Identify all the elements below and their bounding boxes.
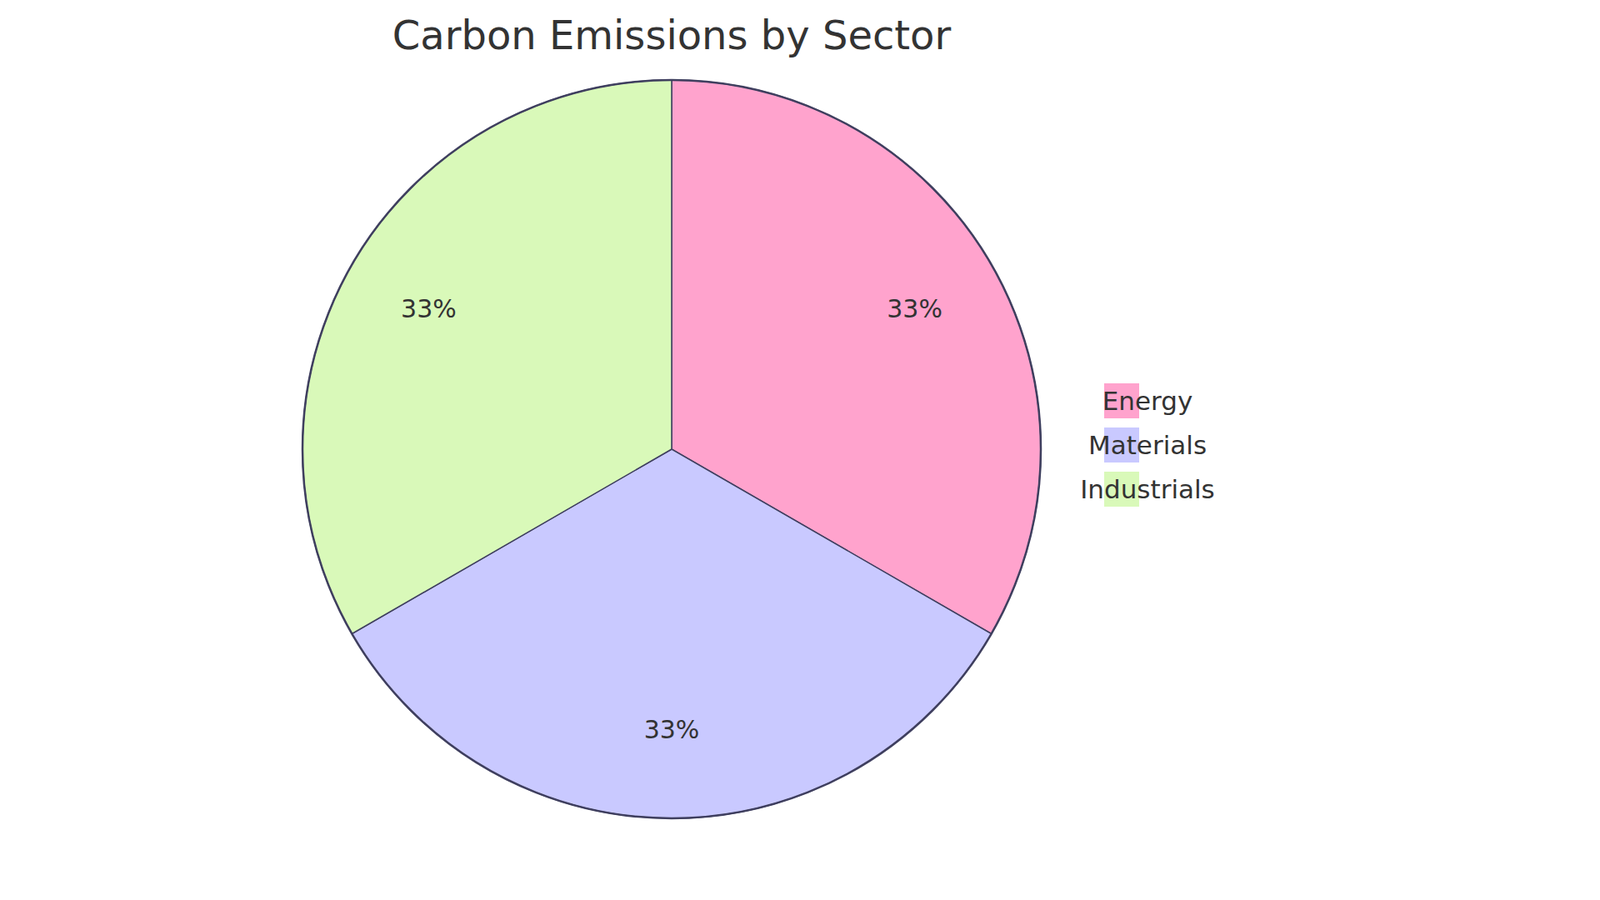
- svg-text:33%: 33%: [644, 715, 700, 745]
- svg-text:Industrials: Industrials: [1080, 474, 1215, 505]
- svg-text:Energy: Energy: [1102, 385, 1194, 416]
- svg-text:Carbon Emissions by Sector: Carbon Emissions by Sector: [392, 11, 952, 59]
- svg-text:Materials: Materials: [1088, 430, 1207, 460]
- svg-text:33%: 33%: [400, 294, 457, 324]
- svg-text:33%: 33%: [886, 294, 943, 324]
